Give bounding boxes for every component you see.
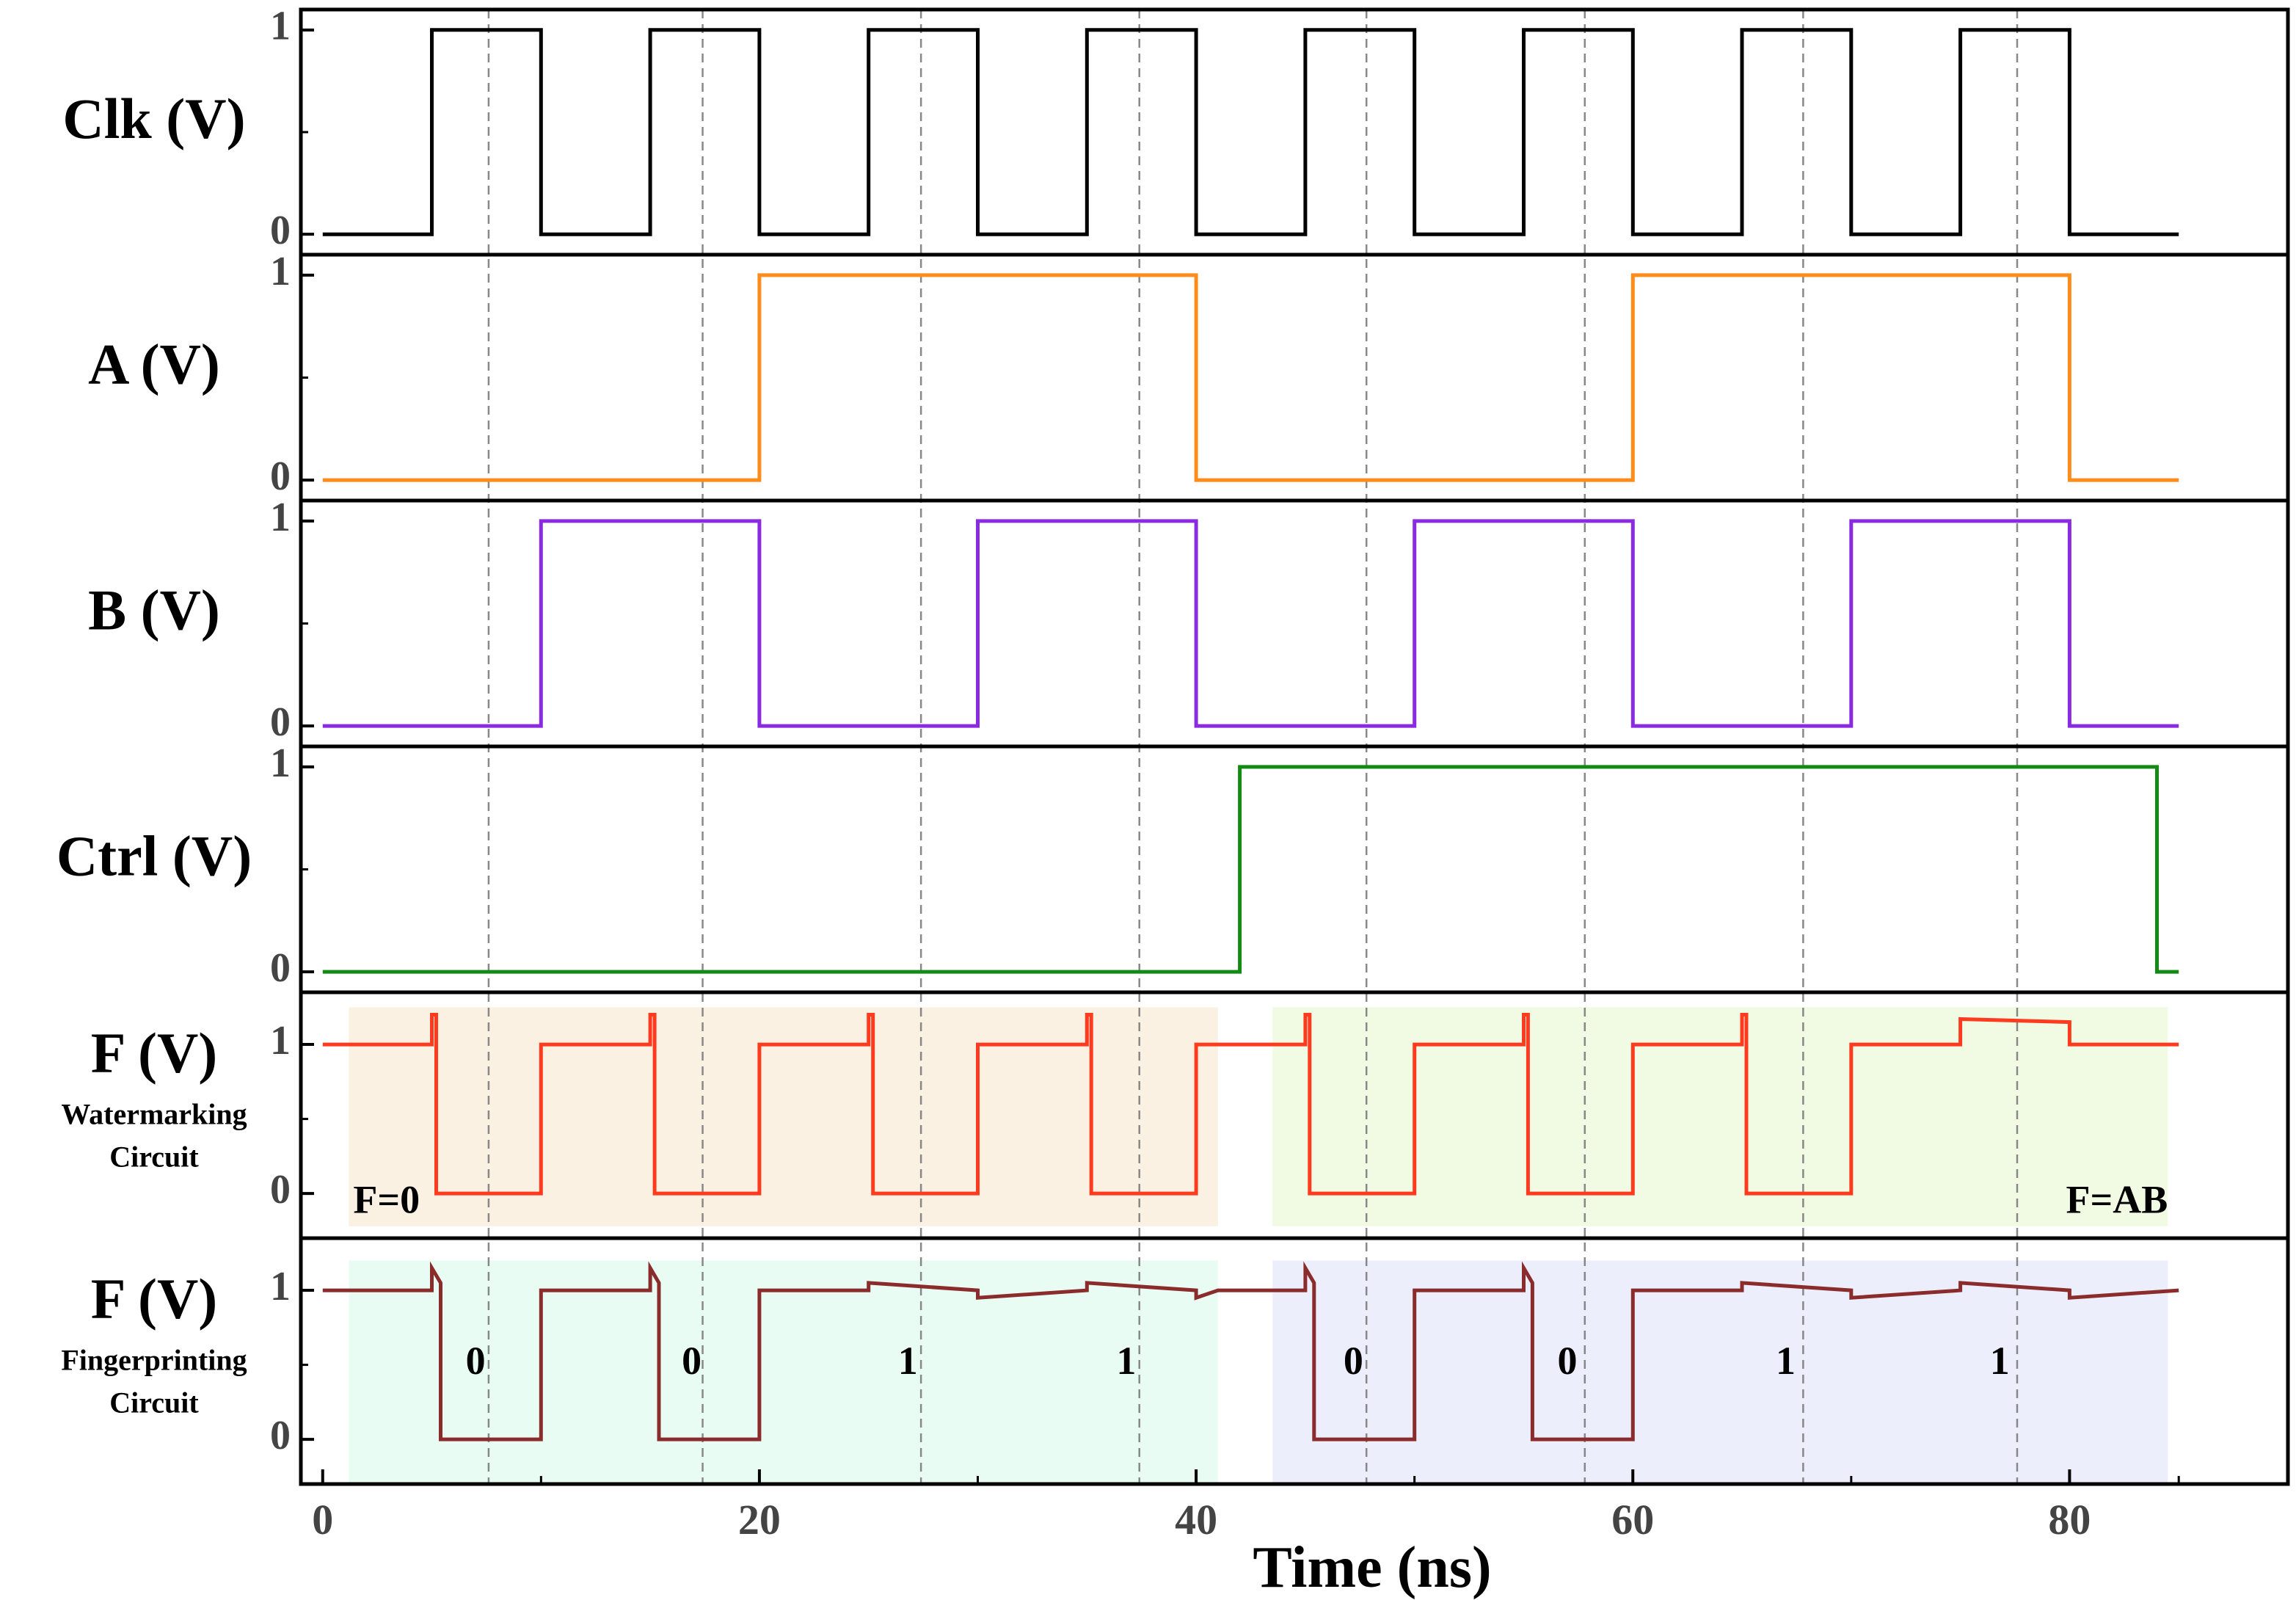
x-tick-label-2: 40: [1175, 1496, 1217, 1543]
waveform-5-0: [322, 1261, 2179, 1441]
x-axis: 0 20 40 60 80 Time (ns): [312, 1469, 2180, 1600]
y-tick-label-5-0: 0: [270, 1413, 291, 1458]
panel-annotation-5-5: 0: [1557, 1339, 1577, 1383]
panel-annotation-5-4: 0: [1344, 1339, 1363, 1383]
waveform-3-0: [322, 765, 2179, 974]
y-tick-label-0-0: 0: [270, 208, 291, 253]
waveform-0-0: [322, 28, 2179, 236]
x-tick-label-4: 80: [2048, 1496, 2091, 1543]
y-axis-label-5: F (V): [91, 1267, 218, 1331]
panel-annotation-4-1: F=AB: [2066, 1178, 2168, 1222]
y-tick-label-0-1: 1: [270, 4, 291, 49]
y-tick-label-3-0: 0: [270, 945, 291, 991]
waveform-4-0: [322, 1013, 2179, 1196]
x-tick-label-0: 0: [312, 1496, 333, 1543]
y-tick-label-5-1: 1: [270, 1264, 291, 1309]
panel-annotation-5-0: 0: [466, 1339, 486, 1383]
panel-frames: [299, 7, 2290, 1486]
panel-annotation-4-0: F=0: [353, 1178, 420, 1222]
waveforms: [322, 28, 2179, 1441]
highlight-region-5-0: [349, 1260, 1218, 1484]
panel-annotation-5-3: 1: [1116, 1339, 1136, 1383]
y-tick-label-4-0: 0: [270, 1167, 291, 1212]
panel-annotation-5-7: 1: [1990, 1339, 2010, 1383]
waveform-1-0: [322, 273, 2179, 482]
x-axis-title: Time (ns): [1253, 1535, 1491, 1600]
y-axis-label-4: F (V): [91, 1021, 218, 1085]
y-axis-label-2: B (V): [88, 578, 220, 641]
y-axis-label-1: A (V): [88, 332, 220, 396]
y-tick-label-2-1: 1: [270, 495, 291, 540]
annotations: F=0 F=AB 0 0 1 1 0 0 1 1: [353, 1178, 2168, 1383]
panel-frame-5: [299, 1236, 2290, 1486]
y-axis-sublabel-5-1: Circuit: [109, 1386, 199, 1419]
panel-annotation-5-2: 1: [898, 1339, 918, 1383]
x-tick-label-1: 20: [738, 1496, 781, 1543]
y-tick-label-4-1: 1: [270, 1018, 291, 1063]
y-axis-label-0: Clk (V): [62, 87, 245, 150]
y-axis-sublabel-5-0: Fingerprinting: [61, 1344, 247, 1377]
waveform-2-0: [322, 519, 2179, 728]
y-tick-label-1-1: 1: [270, 249, 291, 294]
y-axis-sublabel-4-0: Watermarking: [61, 1098, 247, 1131]
y-tick-label-2-0: 0: [270, 699, 291, 745]
y-tick-label-3-1: 1: [270, 741, 291, 786]
y-axis-sublabel-4-1: Circuit: [109, 1141, 199, 1174]
panel-annotation-5-6: 1: [1776, 1339, 1796, 1383]
y-tick-label-1-0: 0: [270, 454, 291, 499]
panel-annotation-5-1: 0: [682, 1339, 701, 1383]
x-tick-label-3: 60: [1611, 1496, 1654, 1543]
highlight-region-5-1: [1272, 1260, 2168, 1484]
y-axis-label-3: Ctrl (V): [57, 823, 252, 887]
